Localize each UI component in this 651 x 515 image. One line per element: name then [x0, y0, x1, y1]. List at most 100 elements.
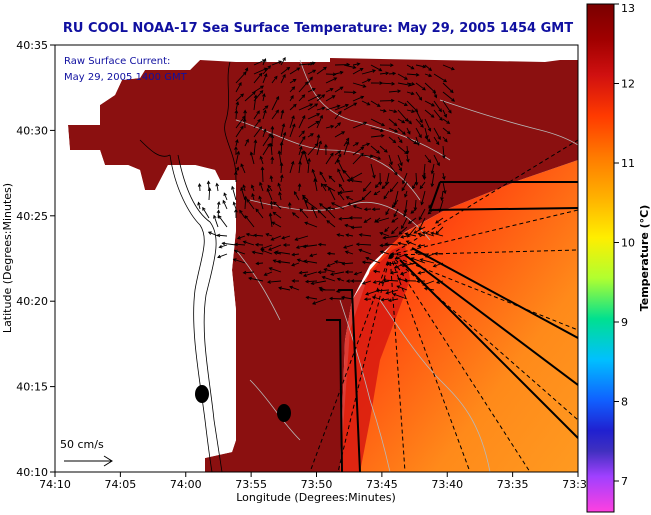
current-vector — [270, 143, 273, 156]
current-vector — [322, 276, 336, 282]
current-vector — [334, 71, 343, 75]
current-vector-head — [346, 202, 351, 206]
current-vector — [216, 183, 219, 192]
current-vector — [337, 278, 345, 282]
current-vector-head — [378, 67, 383, 72]
x-axis-title: Longitude (Degrees:Minutes) — [236, 491, 396, 504]
current-vector — [253, 95, 257, 111]
current-vector — [375, 217, 390, 223]
current-vector-head — [350, 225, 355, 230]
current-vector-head — [216, 233, 221, 238]
current-vector-head — [398, 231, 403, 235]
current-vector — [343, 170, 354, 183]
current-vector-head — [384, 242, 389, 247]
current-vector — [281, 235, 291, 239]
current-vector-head — [218, 244, 223, 249]
current-vector-head — [291, 279, 296, 283]
current-vector-head — [438, 108, 442, 113]
current-vector — [394, 190, 399, 206]
current-vector-head — [353, 271, 358, 276]
current-vector — [403, 208, 408, 217]
current-vector — [264, 271, 273, 276]
current-vector — [433, 136, 440, 145]
current-vector-head — [405, 240, 410, 244]
current-vector-head — [248, 276, 252, 281]
current-vector-head — [334, 260, 338, 264]
current-vector — [338, 183, 345, 192]
current-vector — [365, 257, 381, 264]
current-vector-head — [416, 279, 420, 284]
current-vector — [415, 109, 423, 123]
colorbar-tick-label: 8 — [621, 396, 628, 409]
current-vector-head — [417, 232, 422, 237]
current-vector — [289, 78, 297, 84]
current-vector-head — [428, 204, 432, 209]
current-vector — [255, 208, 264, 219]
current-vector-head — [311, 168, 316, 173]
current-vector — [423, 280, 435, 286]
current-vector — [352, 146, 364, 156]
x-tick-label: 74:10 — [39, 478, 71, 491]
current-vector-head — [236, 150, 240, 155]
current-vector-head — [280, 109, 285, 114]
current-vector-head — [386, 262, 391, 266]
current-vector — [267, 280, 282, 283]
current-vector — [325, 125, 334, 129]
current-vector-head — [243, 109, 247, 114]
current-vector-head — [312, 69, 317, 74]
current-vector — [217, 210, 220, 219]
current-legend-line2: May 29, 2005 1400 GMT — [64, 72, 188, 83]
current-vector-head — [375, 288, 380, 293]
current-vector-head — [233, 249, 238, 254]
current-vector-head — [340, 295, 345, 300]
current-vector-head — [321, 94, 326, 98]
current-vector-head — [379, 250, 384, 254]
current-vector-head — [345, 233, 350, 237]
current-vector-head — [309, 253, 314, 258]
current-vector-head — [291, 262, 296, 267]
current-vector — [383, 190, 390, 199]
current-vector-head — [401, 187, 405, 192]
current-vector-head — [221, 241, 226, 246]
current-vector — [299, 208, 309, 219]
current-vector-head — [320, 183, 325, 187]
current-vector-head — [358, 248, 363, 253]
current-vector-head — [304, 199, 309, 204]
current-vector — [304, 222, 318, 228]
coastline-contours — [139, 61, 237, 472]
current-vector-head — [427, 159, 432, 164]
current-vector — [337, 234, 345, 237]
current-vector — [277, 260, 291, 264]
current-vector — [235, 71, 247, 84]
current-vector-head — [345, 196, 350, 200]
current-vector-head — [277, 150, 282, 155]
current-vector-head — [397, 277, 402, 282]
current-vector — [305, 200, 318, 210]
current-vector-head — [410, 91, 415, 96]
current-vector — [217, 201, 220, 210]
current-vector-head — [371, 207, 376, 212]
current-vector-head — [403, 278, 408, 283]
current-vector-head — [418, 96, 423, 101]
current-vector — [246, 199, 255, 210]
current-vector — [391, 226, 399, 234]
current-vector-head — [327, 206, 332, 210]
current-vector-head — [281, 236, 286, 240]
current-vector-head — [286, 66, 291, 71]
current-vector-head — [410, 210, 415, 214]
current-vector — [331, 202, 345, 210]
current-vector — [261, 249, 273, 255]
current-vector — [435, 217, 444, 224]
current-vector — [353, 205, 363, 210]
current-vector — [370, 154, 381, 160]
current-vector-head — [346, 178, 351, 183]
current-vector — [442, 64, 455, 70]
current-vector-head — [302, 114, 306, 119]
current-vector-head — [275, 95, 280, 100]
current-vector-head — [294, 237, 299, 241]
y-tick-label: 40:15 — [16, 381, 48, 394]
current-vector-head — [358, 233, 363, 237]
current-vector — [372, 296, 381, 300]
current-vector-head — [231, 185, 235, 190]
current-vector-head — [407, 220, 412, 224]
